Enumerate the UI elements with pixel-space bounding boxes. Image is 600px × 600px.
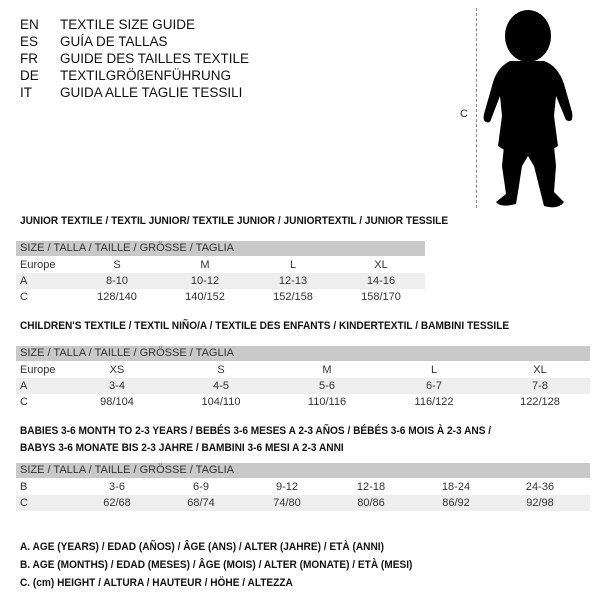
table-row: A 3-4 4-5 5-6 6-7 7-8 (16, 378, 590, 394)
table-header: SIZE / TALLA / TAILLE / GRÖSSE / TAGLIA (16, 241, 425, 256)
cell: 7-8 (532, 380, 548, 392)
cell: 10-12 (190, 275, 220, 287)
baby-silhouette-icon (483, 10, 573, 208)
table-row: Europe S M L XL (20, 259, 388, 271)
cell: S (113, 259, 121, 271)
cell: 3-6 (109, 481, 125, 493)
height-label: C (460, 108, 468, 120)
cell: 68/74 (187, 497, 215, 509)
cell: 104/110 (201, 396, 241, 408)
table-header: SIZE / TALLA / TAILLE / GRÖSSE / TAGLIA (16, 346, 590, 361)
cell: 158/170 (361, 291, 401, 303)
babies-title-line2: BABYS 3-6 MONATE BIS 2-3 JAHRE / BAMBINI… (20, 442, 344, 454)
legend-a: A. AGE (YEARS) / EDAD (AÑOS) / ÂGE (ANS)… (20, 541, 384, 553)
cell: L (289, 259, 297, 271)
cell: 24-36 (525, 481, 555, 493)
babies-size-table: SIZE / TALLA / TAILLE / GRÖSSE / TAGLIA … (16, 463, 590, 511)
junior-title: JUNIOR TEXTILE / TEXTIL JUNIOR/ TEXTILE … (20, 215, 449, 227)
cell: XS (109, 364, 125, 376)
cell: M (200, 259, 210, 271)
table-row: A 8-10 10-12 12-13 14-16 (16, 273, 425, 289)
cell: 6-7 (426, 380, 442, 392)
cell: 5-6 (319, 380, 335, 392)
cell: 74/80 (273, 497, 301, 509)
cell: 86/92 (442, 497, 470, 509)
cell: 92/98 (526, 497, 554, 509)
cell: 4-5 (213, 380, 229, 392)
lang-de: DE TEXTILGRÖßENFÜHRUNG (20, 68, 232, 83)
table-row: B 3-6 6-9 9-12 12-18 18-24 24-36 (20, 481, 555, 493)
children-size-table: SIZE / TALLA / TAILLE / GRÖSSE / TAGLIA … (16, 346, 590, 410)
table-row: C 128/140 140/152 152/158 158/170 (20, 291, 401, 303)
cell: 8-10 (105, 275, 129, 287)
cell: 98/104 (100, 396, 134, 408)
cell: 62/68 (103, 497, 131, 509)
cell: 116/122 (414, 396, 454, 408)
legend-b: B. AGE (MONTHS) / EDAD (MESES) / ÂGE (MO… (20, 559, 413, 571)
table-row: Europe XS S M L XL (20, 364, 547, 376)
cell: 3-4 (109, 380, 125, 392)
babies-title-line1: BABIES 3-6 MONTH TO 2-3 YEARS / BEBÉS 3-… (20, 425, 492, 437)
cell: M (322, 364, 332, 376)
children-title: CHILDREN'S TEXTILE / TEXTIL NIÑO/A / TEX… (20, 320, 510, 332)
cell: 128/140 (97, 291, 137, 303)
lang-fr: FR GUIDE DES TAILLES TEXTILE (20, 51, 250, 66)
lang-es: ES GUÍA DE TALLAS (20, 34, 168, 49)
cell: XL (374, 259, 388, 271)
cell: 122/128 (520, 396, 560, 408)
cell: 152/158 (273, 291, 313, 303)
legend-c: C. (cm) HEIGHT / ALTURA / HAUTEUR / HÖHE… (20, 577, 293, 589)
cell: 80/86 (357, 497, 385, 509)
cell: 12-18 (356, 481, 386, 493)
cell: S (217, 364, 225, 376)
height-measure-line (476, 8, 477, 208)
lang-it: IT GUIDA ALLE TAGLIE TESSILI (20, 85, 243, 100)
junior-size-table: SIZE / TALLA / TAILLE / GRÖSSE / TAGLIA … (16, 241, 425, 305)
cell: L (430, 364, 438, 376)
cell: 18-24 (441, 481, 471, 493)
cell: XL (533, 364, 547, 376)
cell: 110/116 (307, 396, 347, 408)
table-header: SIZE / TALLA / TAILLE / GRÖSSE / TAGLIA (16, 463, 590, 478)
cell: 6-9 (193, 481, 209, 493)
cell: 14-16 (366, 275, 396, 287)
cell: 140/152 (185, 291, 225, 303)
cell: 9-12 (275, 481, 299, 493)
table-row: C 98/104 104/110 110/116 116/122 122/128 (20, 396, 560, 408)
lang-en: EN TEXTILE SIZE GUIDE (20, 17, 196, 32)
cell: 12-13 (278, 275, 308, 287)
table-row: C 62/68 68/74 74/80 80/86 86/92 92/98 (16, 495, 590, 511)
